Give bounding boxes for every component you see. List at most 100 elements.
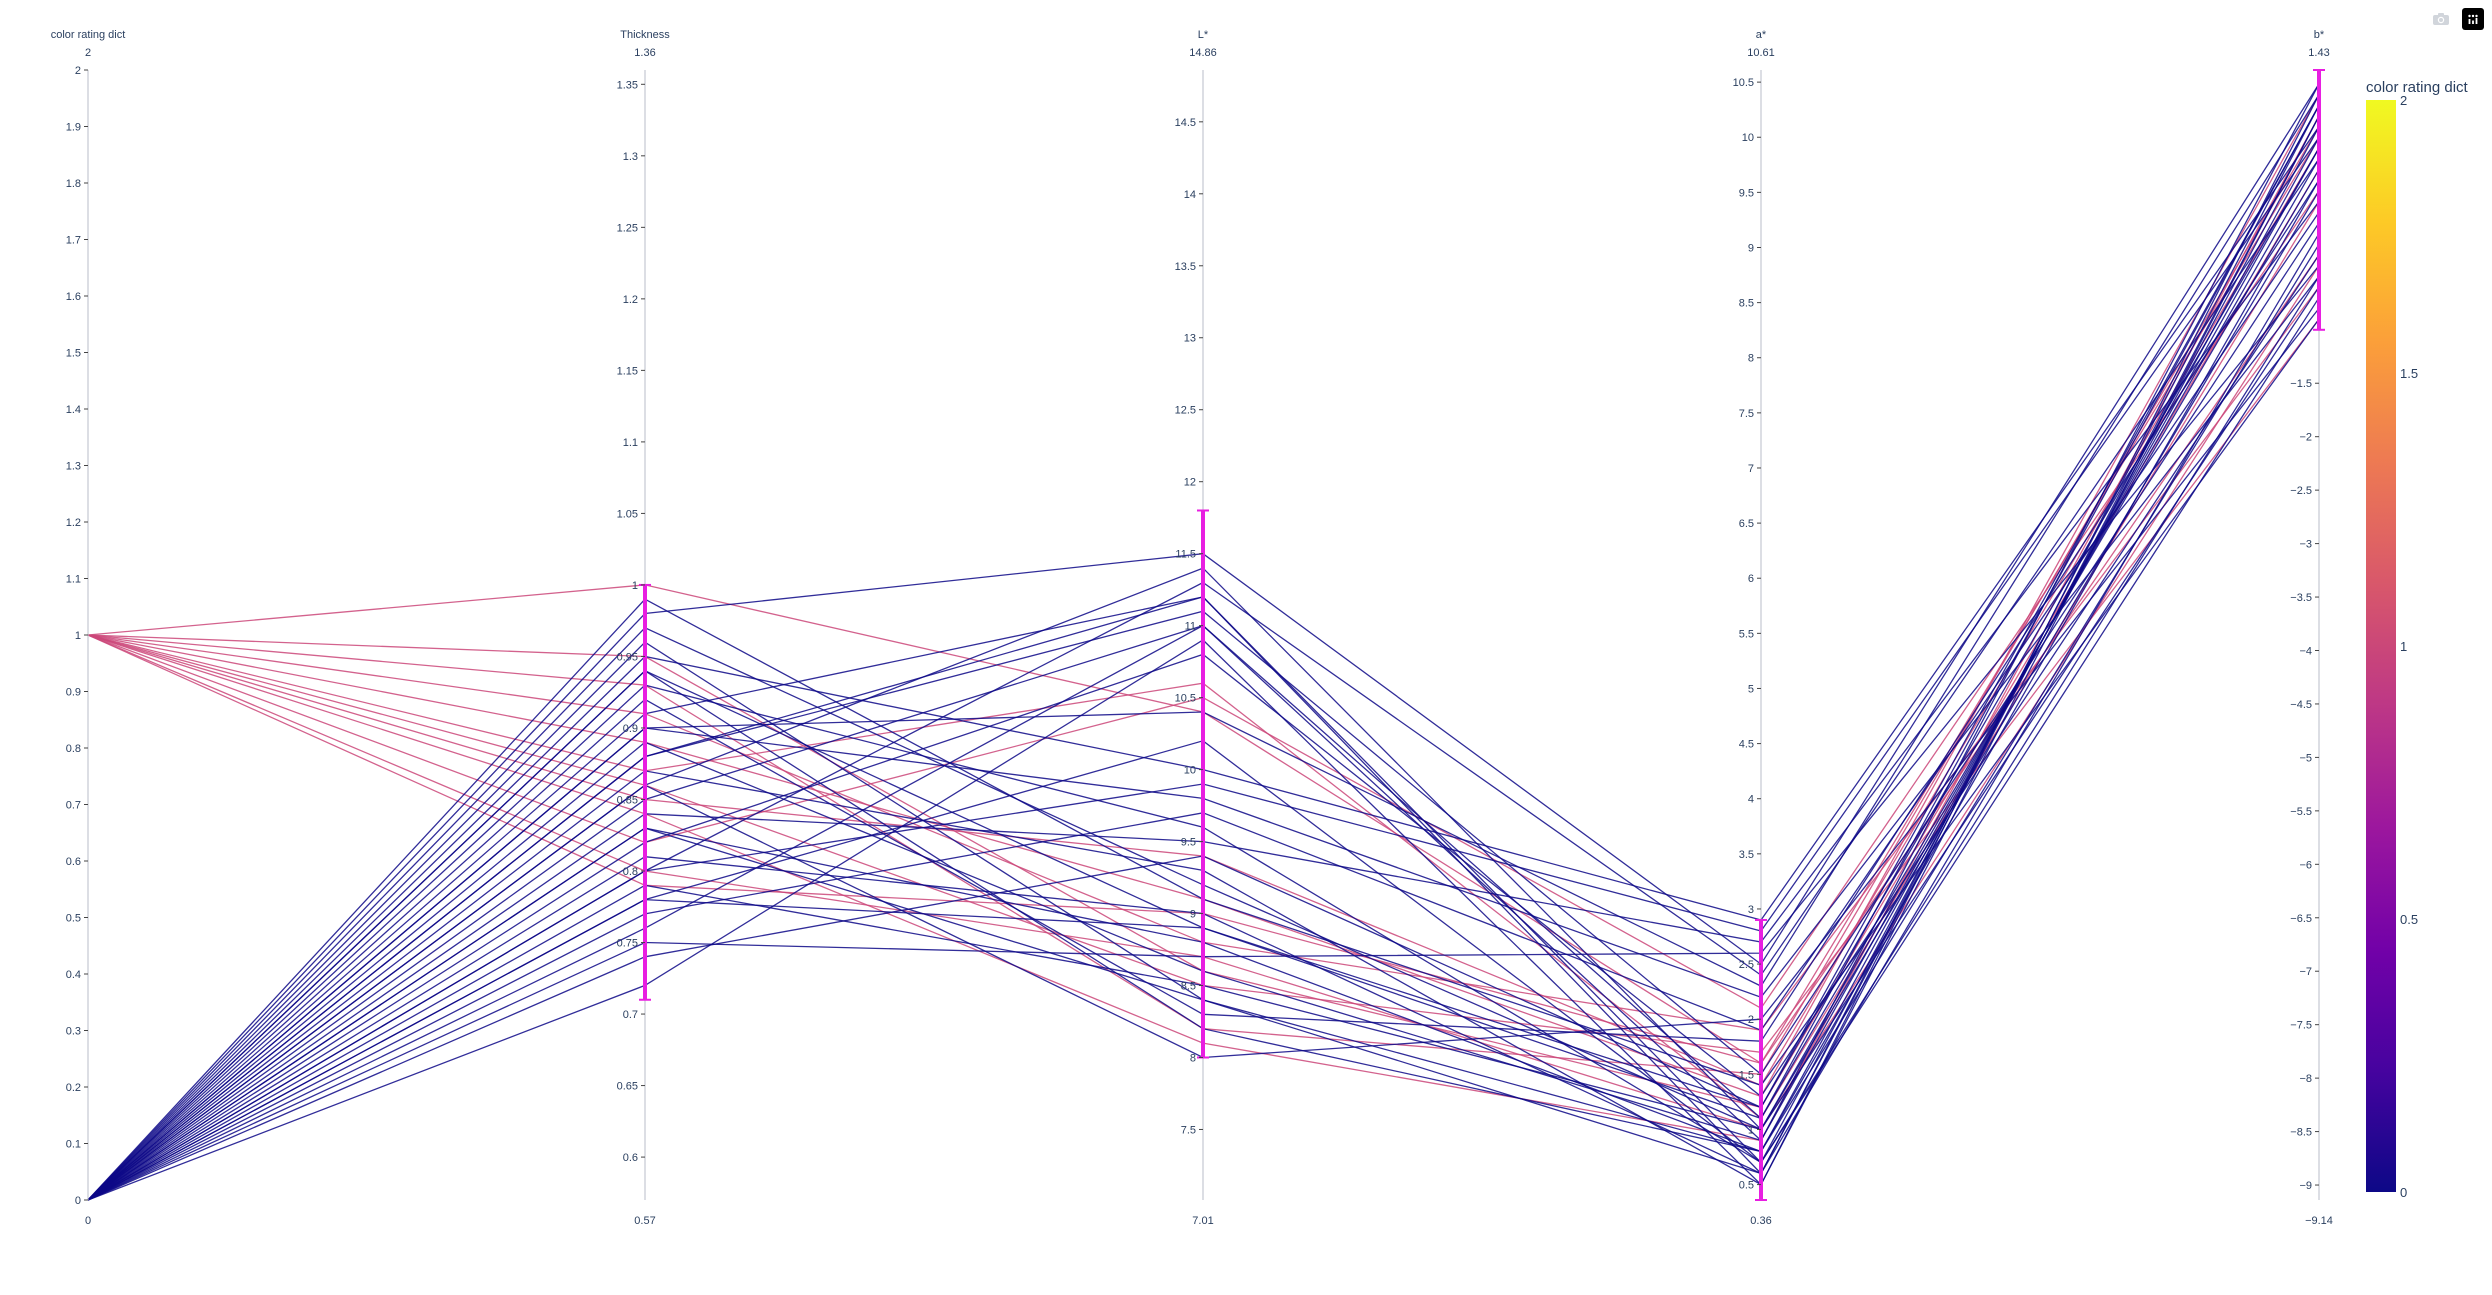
- tick-label: 8: [1190, 1052, 1196, 1064]
- axis-range-max-label: 1.43: [2308, 47, 2329, 59]
- axis-4: −9 −8.5 −8 −7.5 −7 −6.5 −6 −5.5 −5 −4.5 −4 −3.5 −3 −2…: [2290, 29, 2333, 1227]
- tick-label: 12: [1184, 477, 1196, 489]
- tick-label: −6.5: [2290, 913, 2312, 925]
- tick-label: 0.7: [623, 1009, 638, 1021]
- axis-title[interactable]: a*: [1756, 29, 1767, 41]
- tick-label: 10.5: [1733, 77, 1754, 89]
- tick-label: 0.2: [66, 1082, 81, 1094]
- tick-label: 0.3: [66, 1026, 81, 1038]
- tick-label: 1: [1748, 1124, 1754, 1136]
- tick-label: 14.5: [1175, 117, 1196, 129]
- tick-label: 6: [1748, 573, 1754, 585]
- tick-label: 8.5: [1181, 981, 1196, 993]
- tick-label: 1.05: [617, 508, 638, 520]
- tick-label: 7.5: [1739, 408, 1754, 420]
- tick-label: 12.5: [1175, 405, 1196, 417]
- tick-label: 1.5: [66, 348, 81, 360]
- tick-label: 0.4: [66, 969, 81, 981]
- tick-label: 1.2: [623, 294, 638, 306]
- tick-label: 4.5: [1739, 739, 1754, 751]
- tick-label: 1.1: [623, 437, 638, 449]
- tick-label: 10.5: [1175, 693, 1196, 705]
- axis-title[interactable]: L*: [1198, 29, 1209, 41]
- tick-label: 1.25: [617, 222, 638, 234]
- tick-label: 9.5: [1181, 837, 1196, 849]
- tick-label: 1.3: [623, 151, 638, 163]
- axis-2: 7.5 8 8.5 9 9.5 10 10.5 11 11.5 12 12.5 13 13.5 14 14.…: [1175, 29, 1217, 1227]
- colorbar-gradient: [2366, 100, 2396, 1192]
- tick-label: −1.5: [2290, 378, 2312, 390]
- tick-label: −7: [2299, 966, 2312, 978]
- tick-label: 3: [1748, 904, 1754, 916]
- axis-range-min-label: 0: [85, 1215, 91, 1227]
- axis-range-min-label: 0.57: [634, 1215, 655, 1227]
- tick-label: 10: [1184, 765, 1196, 777]
- tick-label: −6: [2299, 859, 2312, 871]
- tick-label: 2: [75, 65, 81, 77]
- tick-label: 3.5: [1739, 849, 1754, 861]
- axis-range-max-label: 1.36: [634, 47, 655, 59]
- tick-label: 1.3: [66, 461, 81, 473]
- colorbar: color rating dict 0 0.5 1 1.5 2: [2366, 79, 2469, 1200]
- tick-label: 0.9: [623, 723, 638, 735]
- axis-title[interactable]: Thickness: [620, 29, 670, 41]
- tick-label: −3.5: [2290, 592, 2312, 604]
- tick-label: 0.8: [66, 743, 81, 755]
- tick-label: −8: [2299, 1073, 2312, 1085]
- tick-label: 8: [1748, 353, 1754, 365]
- tick-label: 14: [1184, 189, 1196, 201]
- axis-0: 0 0.1 0.2 0.3 0.4 0.5 0.6 0.7 0.8 0.9 1 1.1 1.2 1.3 1.…: [51, 29, 126, 1227]
- tick-label: 1: [75, 630, 81, 642]
- tick-label: 1.8: [66, 178, 81, 190]
- tick-label: 0.8: [623, 866, 638, 878]
- plotly-logo-icon[interactable]: [2462, 8, 2484, 30]
- colorbar-tick-label: 2: [2400, 93, 2407, 108]
- axis-range-min-label: 0.36: [1750, 1215, 1771, 1227]
- axis-range-min-label: 7.01: [1192, 1215, 1213, 1227]
- colorbar-tick-label: 0.5: [2400, 912, 2418, 927]
- tick-label: 1: [632, 580, 638, 592]
- tick-label: 7: [1748, 463, 1754, 475]
- tick-label: 4: [1748, 794, 1754, 806]
- tick-label: 0.5: [1739, 1180, 1754, 1192]
- tick-label: 9.5: [1739, 187, 1754, 199]
- tick-label: 1.5: [1739, 1069, 1754, 1081]
- tick-label: 0.85: [617, 794, 638, 806]
- tick-label: −4: [2299, 646, 2312, 658]
- tick-label: 1.2: [66, 517, 81, 529]
- tick-label: 6.5: [1739, 518, 1754, 530]
- tick-label: 9: [1748, 242, 1754, 254]
- tick-label: 5.5: [1739, 628, 1754, 640]
- modebar: [2430, 8, 2484, 30]
- tick-label: 2.5: [1739, 959, 1754, 971]
- axis-title[interactable]: b*: [2314, 29, 2325, 41]
- tick-label: 2: [1748, 1014, 1754, 1026]
- tick-label: −8.5: [2290, 1127, 2312, 1139]
- tick-label: −9: [2299, 1180, 2312, 1192]
- tick-label: 11.5: [1175, 549, 1196, 561]
- axis-range-max-label: 2: [85, 47, 91, 59]
- colorbar-tick-label: 1.5: [2400, 366, 2418, 381]
- axis-3: 0.5 1 1.5 2 2.5 3 3.5 4 4.5 5 5.5 6 6.5 7 7.5 8 8.5 9 9.5 1…: [1733, 29, 1775, 1227]
- colorbar-title: color rating dict: [2366, 79, 2469, 96]
- axis-range-max-label: 10.61: [1747, 47, 1775, 59]
- tick-label: 13: [1184, 333, 1196, 345]
- colorbar-tick-label: 0: [2400, 1185, 2407, 1200]
- tick-label: 1.6: [66, 291, 81, 303]
- axis-title[interactable]: color rating dict: [51, 29, 126, 41]
- tick-label: 0.7: [66, 800, 81, 812]
- tick-label: 0.6: [623, 1152, 638, 1164]
- tick-label: 13.5: [1175, 261, 1196, 273]
- camera-icon[interactable]: [2430, 8, 2452, 30]
- tick-label: 0.9: [66, 687, 81, 699]
- tick-label: 1.15: [617, 365, 638, 377]
- tick-label: −7.5: [2290, 1020, 2312, 1032]
- tick-label: 11: [1185, 621, 1196, 633]
- tick-label: −5: [2299, 752, 2312, 764]
- tick-label: 5: [1748, 683, 1754, 695]
- tick-label: 0.5: [66, 913, 81, 925]
- tick-label: 0: [75, 1195, 81, 1207]
- colorbar-tick-label: 1: [2400, 639, 2407, 654]
